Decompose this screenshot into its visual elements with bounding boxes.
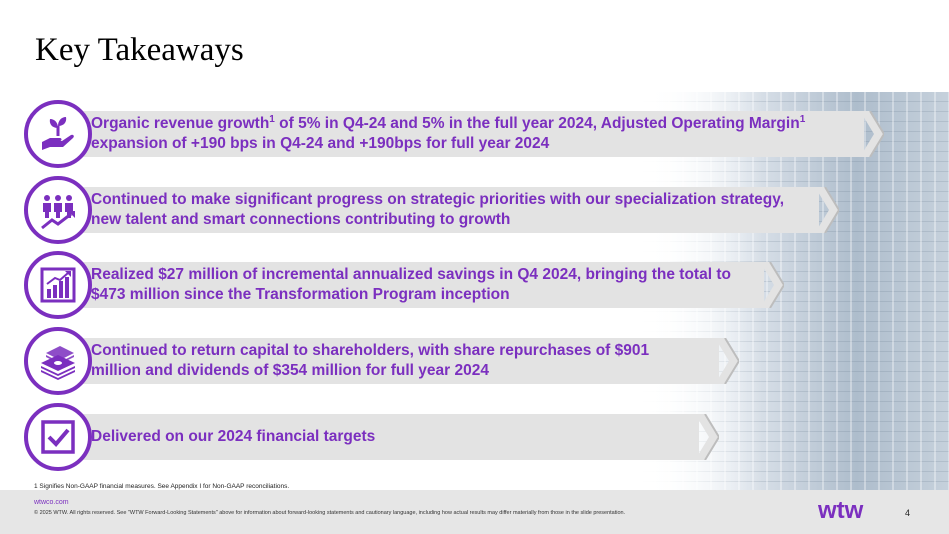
takeaway-row-4: Continued to return capital to sharehold… bbox=[24, 327, 739, 395]
takeaway-line-2: new talent and smart connections contrib… bbox=[91, 211, 511, 228]
takeaway-row-5: Delivered on our 2024 financial targets bbox=[24, 403, 724, 471]
takeaway-row-2: Continued to make significant progress o… bbox=[24, 176, 839, 244]
footnote-marker: 1 bbox=[269, 113, 275, 125]
takeaway-text: Realized $27 million of incremental annu… bbox=[91, 251, 731, 319]
takeaway-text: Organic revenue growth1 of 5% in Q4-24 a… bbox=[91, 100, 805, 168]
takeaway-line-1-part-b: of 5% in Q4-24 and 5% in the full year 2… bbox=[274, 115, 800, 132]
takeaway-band bbox=[74, 338, 719, 384]
bar-chart-growth-icon bbox=[24, 251, 92, 319]
plant-in-hand-icon bbox=[24, 100, 92, 168]
chevron-right-icon bbox=[715, 338, 739, 384]
takeaway-line-2: $473 million since the Transformation Pr… bbox=[91, 286, 510, 303]
takeaway-line-2: expansion of +190 bps in Q4-24 and +190b… bbox=[91, 135, 550, 152]
footer: wtwco.com © 2025 WTW. All rights reserve… bbox=[0, 490, 949, 534]
takeaway-band bbox=[74, 262, 764, 308]
footnote-marker: 1 bbox=[799, 113, 806, 125]
chevron-right-icon bbox=[815, 187, 839, 233]
takeaway-line-1: Continued to make significant progress o… bbox=[91, 191, 785, 208]
takeaway-text: Continued to make significant progress o… bbox=[91, 176, 784, 244]
chevron-right-icon bbox=[760, 262, 784, 308]
wtw-logo: wtw bbox=[818, 499, 864, 523]
checkbox-icon bbox=[24, 403, 92, 471]
copyright-text: © 2025 WTW. All rights reserved. See "WT… bbox=[34, 510, 626, 516]
takeaway-band bbox=[74, 187, 819, 233]
takeaway-text: Delivered on our 2024 financial targets bbox=[91, 403, 375, 471]
logo-text: wtw bbox=[818, 499, 864, 523]
takeaway-line-1: Continued to return capital to sharehold… bbox=[91, 342, 650, 359]
money-stack-icon bbox=[24, 327, 92, 395]
takeaway-text: Continued to return capital to sharehold… bbox=[91, 327, 649, 395]
chevron-right-icon bbox=[695, 414, 719, 460]
slide-title: Key Takeaways bbox=[35, 32, 244, 68]
takeaway-line-1-part-a: Organic revenue growth bbox=[91, 115, 270, 132]
takeaway-row-1: Organic revenue growth1 of 5% in Q4-24 a… bbox=[24, 100, 884, 168]
chevron-right-icon bbox=[860, 111, 884, 157]
building-photo bbox=[640, 92, 949, 492]
website-link[interactable]: wtwco.com bbox=[34, 499, 69, 506]
people-growth-icon bbox=[24, 176, 92, 244]
takeaway-line-2: million and dividends of $354 million fo… bbox=[91, 362, 489, 379]
takeaway-line-1: Realized $27 million of incremental annu… bbox=[91, 266, 731, 283]
takeaway-band bbox=[74, 111, 864, 157]
page-number: 4 bbox=[905, 508, 911, 518]
takeaway-line-1: Organic revenue growth1 of 5% in Q4-24 a… bbox=[91, 114, 805, 134]
takeaway-line-1: Delivered on our 2024 financial targets bbox=[91, 428, 376, 445]
takeaway-band bbox=[74, 414, 699, 460]
takeaway-row-3: Realized $27 million of incremental annu… bbox=[24, 251, 784, 319]
footnote: 1 Signifies Non-GAAP financial measures.… bbox=[34, 483, 290, 490]
